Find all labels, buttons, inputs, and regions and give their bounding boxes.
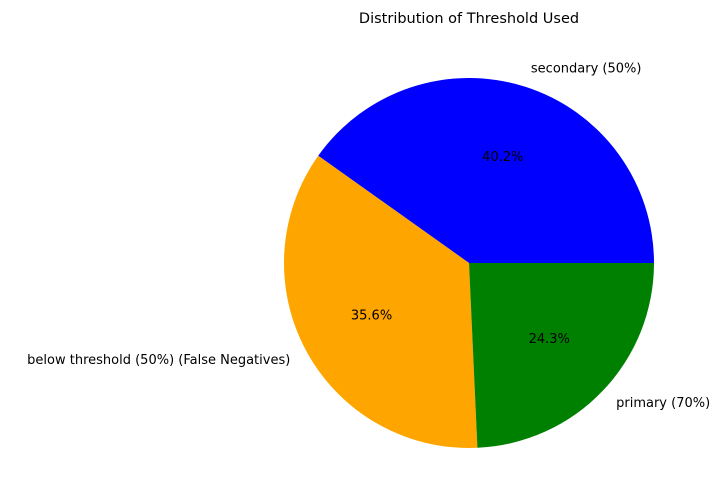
pie-labels: 40.2% secondary (50%) 35.6% below threshold… bbox=[27, 62, 710, 411]
pie-pct-label-0: 40.2% bbox=[482, 150, 523, 165]
pie-slice-label-2: primary (70%) bbox=[616, 396, 710, 411]
pie-slice-1 bbox=[284, 155, 478, 448]
pie-slice-0 bbox=[318, 77, 654, 263]
pie-pct-label-1: 35.6% bbox=[351, 309, 392, 324]
pie-pct-label-2: 24.3% bbox=[529, 332, 570, 347]
pie-slice-label-1: below threshold (50%) (False Negatives) bbox=[27, 353, 290, 368]
pie-slice-label-0: secondary (50%) bbox=[531, 62, 642, 77]
chart-title: Distribution of Threshold Used bbox=[359, 11, 579, 27]
pie-slice-2 bbox=[469, 263, 654, 448]
pie-slices bbox=[284, 77, 654, 448]
